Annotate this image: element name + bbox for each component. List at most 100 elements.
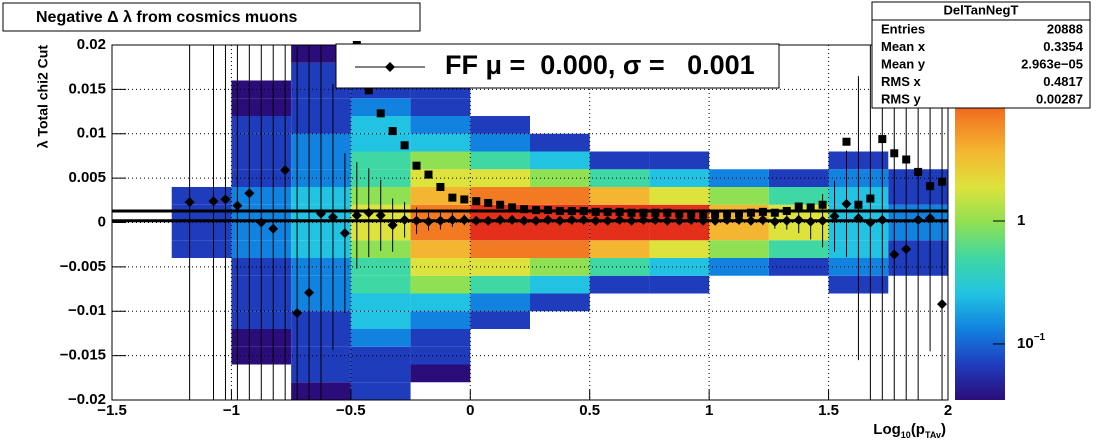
diamond-marker <box>769 216 780 227</box>
diamond-marker <box>674 215 685 226</box>
square-marker <box>711 210 720 219</box>
diamond-marker <box>638 214 649 225</box>
heat-cell <box>350 116 411 134</box>
x-tick-label: −1.5 <box>97 402 127 419</box>
heat-cell <box>530 169 590 187</box>
heat-cell <box>410 329 471 347</box>
stats-value: 20888 <box>1047 21 1083 36</box>
x-axis-title: Log10(pTAv) <box>873 421 946 440</box>
z-tick-exponent: −1 <box>1034 332 1046 343</box>
diamond-marker <box>602 215 613 226</box>
diamond-marker <box>411 215 422 226</box>
stats-value: 0.4817 <box>1043 74 1083 89</box>
stats-label: RMS y <box>881 91 922 106</box>
heat-cell <box>410 311 471 329</box>
square-marker <box>555 206 564 215</box>
x-tick-label: 2 <box>944 402 952 419</box>
diamond-marker <box>339 228 350 239</box>
stats-value: 0.3354 <box>1043 39 1084 54</box>
y-tick-label: 0 <box>98 213 106 230</box>
diamond-marker <box>757 214 768 225</box>
heat-cell <box>171 187 232 205</box>
heat-cell <box>410 364 471 383</box>
diamond-marker <box>459 214 470 225</box>
square-marker <box>782 206 791 215</box>
square-marker <box>412 161 421 170</box>
heat-cell <box>768 169 829 187</box>
square-marker <box>424 170 433 179</box>
diamond-marker <box>471 215 482 226</box>
heat-cell <box>530 222 590 241</box>
x-tick-label: 1 <box>705 402 713 419</box>
heat-cell <box>350 329 411 347</box>
chart-title: Negative Δ λ from cosmics muons <box>36 9 297 26</box>
legend-marker <box>385 62 395 72</box>
square-marker <box>376 109 385 118</box>
heat-cell <box>530 151 590 170</box>
y-tick-label: 0.005 <box>68 169 106 186</box>
diamond-marker <box>853 213 864 224</box>
title-box <box>2 2 421 32</box>
diamond-marker <box>327 212 338 223</box>
y-tick-label: 0.015 <box>68 80 106 97</box>
y-tick-label: 0.02 <box>77 36 106 53</box>
square-marker <box>484 198 493 207</box>
diamond-marker <box>435 215 446 226</box>
heat-cell <box>350 151 411 170</box>
x-tick-label: −0.5 <box>336 402 366 419</box>
stats-label: Entries <box>881 21 925 36</box>
heat-cell <box>589 169 650 187</box>
heat-cell <box>768 240 829 258</box>
diamond-marker <box>554 215 565 226</box>
heat-cell <box>768 258 829 276</box>
square-marker <box>758 207 767 216</box>
heat-cell <box>649 222 710 241</box>
square-marker <box>615 207 624 216</box>
x-title-sub: 10 <box>901 430 911 440</box>
square-marker <box>400 141 409 150</box>
square-marker <box>639 208 648 217</box>
heat-cell <box>350 293 411 312</box>
heat-cell <box>350 311 411 329</box>
diamond-marker <box>244 188 255 199</box>
legend-label: FF μ = 0.000, σ = 0.001 <box>445 50 755 80</box>
square-marker <box>651 208 660 217</box>
stats-value: 2.963e−05 <box>1021 56 1083 71</box>
square-marker <box>746 208 755 217</box>
square-marker <box>842 137 851 146</box>
diamond-marker <box>710 215 721 226</box>
y-tick-label: −0.02 <box>68 391 106 408</box>
heat-cell <box>171 240 232 258</box>
heat-cell <box>589 275 650 294</box>
stats-label: RMS x <box>881 74 922 89</box>
square-marker <box>472 197 481 206</box>
diamond-marker <box>590 215 601 226</box>
diamond-marker <box>292 308 303 319</box>
diamond-marker <box>387 220 398 231</box>
x-tick-label: −1 <box>223 402 240 419</box>
square-marker <box>567 206 576 215</box>
diamond-marker <box>256 217 267 228</box>
diamond-marker <box>232 200 243 211</box>
heat-cell <box>410 222 471 241</box>
diamond-marker <box>793 214 804 225</box>
heat-cell <box>470 151 530 170</box>
heat-cell <box>709 169 769 187</box>
diamond-marker <box>423 216 434 227</box>
heat-cell <box>350 275 411 294</box>
diamond-marker <box>363 207 374 218</box>
heat-cell <box>649 258 710 276</box>
square-marker <box>531 206 540 215</box>
heat-cell <box>410 151 471 170</box>
square-marker <box>579 206 588 215</box>
heat-cell <box>649 169 710 187</box>
heat-cell <box>470 222 530 241</box>
heat-cell <box>350 382 411 400</box>
diamond-marker <box>483 215 494 226</box>
diamond-marker <box>447 214 458 225</box>
square-marker <box>508 203 517 212</box>
diamond-marker <box>316 208 326 219</box>
diamond-marker <box>734 214 744 225</box>
stats-label: Mean x <box>881 39 926 54</box>
